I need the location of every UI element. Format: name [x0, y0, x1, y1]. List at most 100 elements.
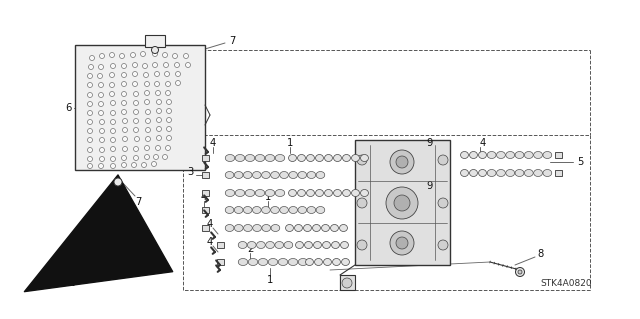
- Ellipse shape: [248, 258, 258, 265]
- Ellipse shape: [307, 154, 314, 161]
- Circle shape: [90, 56, 95, 61]
- Circle shape: [88, 83, 93, 87]
- Ellipse shape: [323, 241, 330, 249]
- Ellipse shape: [234, 172, 243, 179]
- Bar: [554, 170, 561, 176]
- Circle shape: [175, 63, 179, 68]
- Circle shape: [145, 91, 150, 95]
- Ellipse shape: [265, 189, 275, 197]
- Ellipse shape: [280, 172, 289, 179]
- Circle shape: [99, 147, 104, 152]
- Ellipse shape: [298, 206, 307, 213]
- Circle shape: [88, 137, 93, 143]
- Ellipse shape: [248, 241, 256, 249]
- Circle shape: [109, 72, 115, 78]
- Circle shape: [122, 72, 127, 78]
- Ellipse shape: [275, 241, 284, 249]
- Circle shape: [88, 129, 93, 133]
- Ellipse shape: [275, 189, 285, 197]
- Text: 3: 3: [187, 167, 193, 177]
- Circle shape: [88, 101, 93, 107]
- Circle shape: [175, 71, 180, 77]
- Circle shape: [357, 198, 367, 208]
- Circle shape: [166, 117, 172, 122]
- Text: 7: 7: [135, 197, 141, 207]
- Bar: [145, 35, 165, 47]
- Circle shape: [99, 157, 104, 161]
- Ellipse shape: [271, 225, 280, 232]
- Circle shape: [145, 118, 150, 123]
- Ellipse shape: [305, 241, 312, 249]
- Circle shape: [88, 164, 93, 168]
- Ellipse shape: [262, 206, 270, 213]
- Circle shape: [386, 187, 418, 219]
- Ellipse shape: [238, 258, 248, 265]
- Ellipse shape: [524, 152, 533, 159]
- Text: 9: 9: [427, 181, 433, 191]
- Ellipse shape: [515, 152, 524, 159]
- Ellipse shape: [543, 169, 552, 176]
- Circle shape: [122, 109, 127, 115]
- Ellipse shape: [321, 225, 330, 232]
- Ellipse shape: [298, 172, 307, 179]
- Circle shape: [122, 146, 127, 152]
- Circle shape: [122, 92, 127, 97]
- Text: 4: 4: [210, 138, 216, 148]
- Circle shape: [156, 145, 161, 151]
- Ellipse shape: [333, 154, 342, 161]
- Circle shape: [122, 137, 127, 142]
- Circle shape: [156, 91, 161, 95]
- Circle shape: [122, 81, 127, 86]
- Ellipse shape: [278, 258, 288, 265]
- Circle shape: [152, 51, 157, 56]
- Circle shape: [88, 120, 93, 124]
- Ellipse shape: [330, 225, 339, 232]
- Ellipse shape: [312, 225, 321, 232]
- Ellipse shape: [307, 189, 314, 197]
- Ellipse shape: [255, 154, 265, 161]
- Circle shape: [111, 120, 115, 124]
- Bar: [202, 172, 209, 178]
- Ellipse shape: [342, 189, 351, 197]
- Ellipse shape: [280, 206, 289, 213]
- Ellipse shape: [351, 154, 360, 161]
- Circle shape: [134, 100, 138, 106]
- Ellipse shape: [253, 172, 261, 179]
- Ellipse shape: [497, 152, 506, 159]
- Text: 9: 9: [427, 138, 433, 148]
- Ellipse shape: [268, 258, 278, 265]
- Circle shape: [141, 162, 147, 167]
- Circle shape: [132, 71, 138, 77]
- Ellipse shape: [225, 225, 234, 232]
- Ellipse shape: [316, 172, 324, 179]
- Circle shape: [99, 83, 104, 87]
- Circle shape: [145, 154, 150, 160]
- Bar: [202, 190, 209, 196]
- Ellipse shape: [294, 225, 303, 232]
- Ellipse shape: [262, 172, 270, 179]
- Circle shape: [166, 127, 172, 131]
- Ellipse shape: [271, 206, 279, 213]
- Ellipse shape: [275, 154, 285, 161]
- Circle shape: [88, 73, 93, 78]
- Circle shape: [99, 164, 104, 168]
- Circle shape: [186, 63, 191, 68]
- Circle shape: [143, 63, 147, 69]
- Circle shape: [157, 117, 161, 122]
- Circle shape: [88, 64, 93, 70]
- Bar: [340, 275, 355, 290]
- Ellipse shape: [307, 172, 316, 179]
- Circle shape: [111, 110, 115, 115]
- Circle shape: [157, 100, 161, 105]
- Circle shape: [152, 47, 159, 54]
- Circle shape: [357, 240, 367, 250]
- Text: FR.: FR.: [55, 278, 76, 288]
- Ellipse shape: [307, 206, 316, 213]
- Circle shape: [163, 154, 168, 160]
- Circle shape: [99, 110, 104, 115]
- Circle shape: [111, 137, 115, 143]
- Ellipse shape: [470, 169, 477, 176]
- Ellipse shape: [360, 189, 369, 197]
- Circle shape: [88, 147, 93, 152]
- Circle shape: [166, 91, 170, 95]
